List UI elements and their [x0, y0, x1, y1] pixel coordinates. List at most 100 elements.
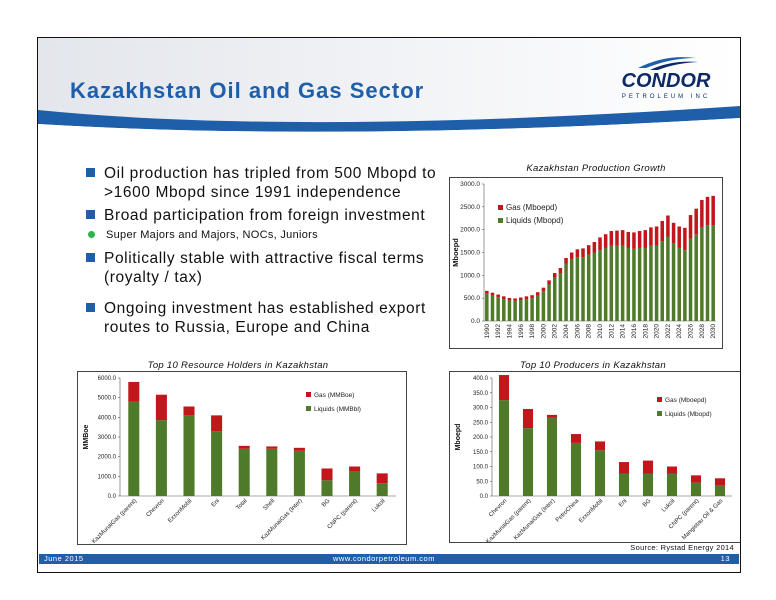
y-tick-label: 4000.0	[98, 415, 117, 421]
bar-liquids	[666, 236, 670, 321]
bar-liquids	[683, 250, 687, 321]
bar-gas	[211, 415, 223, 432]
y-tick-label: 0.0	[471, 318, 480, 325]
bar-gas	[690, 475, 702, 483]
y-tick-label: 1500.0	[460, 250, 480, 257]
x-tick-label: 1990	[484, 324, 491, 339]
legend-label: Gas (MMBoe)	[314, 392, 354, 399]
footer-url[interactable]: www.condorpetroleum.com	[333, 554, 435, 563]
x-tick-label: PetroChina	[555, 498, 581, 524]
bar-gas	[683, 227, 687, 251]
condor-logo: CONDOR PETROLEUM INC	[616, 52, 716, 112]
bar-liquids	[660, 241, 664, 321]
bar-gas	[530, 295, 534, 299]
bar-gas	[714, 478, 726, 486]
y-tick-label: 500.0	[464, 295, 481, 302]
bar-gas	[564, 257, 568, 264]
x-tick-label: 2030	[710, 324, 717, 339]
bar-liquids	[507, 300, 512, 321]
y-tick-label: 50.0	[476, 479, 488, 485]
x-tick-label: BG	[321, 498, 332, 509]
bar-gas	[321, 468, 333, 481]
legend-swatch	[498, 218, 503, 223]
bar-liquids	[155, 420, 167, 496]
x-tick-label: 1996	[518, 324, 525, 339]
bar-gas	[626, 231, 631, 248]
bar-liquids	[490, 295, 495, 321]
bar-gas	[586, 245, 591, 255]
bar-gas	[266, 446, 278, 449]
x-tick-label: Total	[235, 498, 248, 511]
bar-liquids	[637, 247, 642, 321]
y-tick-label: 1000.0	[460, 272, 480, 279]
y-tick-label: 150.0	[473, 450, 489, 456]
bar-gas	[238, 445, 250, 449]
legend-swatch	[306, 406, 311, 411]
bar-gas	[513, 298, 517, 301]
bar-liquids	[618, 473, 630, 496]
bar-gas	[558, 268, 563, 274]
bar-liquids	[376, 483, 388, 496]
bar-gas	[183, 406, 195, 416]
bar-liquids	[598, 250, 602, 321]
x-tick-label: 2008	[586, 324, 593, 339]
bar-gas	[485, 290, 489, 294]
bar-liquids	[714, 485, 726, 496]
bar-liquids	[211, 431, 223, 496]
x-tick-label: 1992	[495, 324, 502, 339]
y-tick-label: 2000.0	[460, 227, 480, 234]
bar-gas	[293, 447, 305, 451]
bullet-item: Broad participation from foreign investm…	[84, 206, 454, 225]
bar-gas	[666, 466, 678, 474]
bar-liquids	[654, 245, 659, 321]
footer-bar	[39, 554, 739, 564]
x-tick-label: BG	[642, 498, 653, 509]
x-tick-label: 1998	[529, 324, 536, 339]
x-tick-label: CNPC (parent)	[327, 498, 359, 530]
bar-liquids	[183, 415, 195, 496]
bar-gas	[705, 196, 710, 226]
bar-gas	[349, 466, 361, 472]
bar-gas	[522, 408, 534, 429]
bar-liquids	[677, 247, 681, 321]
x-tick-label: Eni	[618, 498, 628, 508]
x-tick-label: 2016	[631, 324, 638, 339]
bar-gas	[618, 462, 630, 474]
bar-gas	[654, 226, 659, 246]
y-tick-label: 350.0	[473, 391, 489, 397]
y-tick-label: 300.0	[473, 406, 489, 412]
bar-gas	[519, 297, 523, 300]
bar-gas	[541, 287, 546, 292]
bar-gas	[592, 241, 597, 253]
x-tick-label: 2024	[676, 324, 683, 339]
x-tick-label: Lukoil	[371, 498, 386, 513]
bar-gas	[615, 230, 619, 246]
bar-liquids	[128, 401, 140, 496]
bar-liquids	[569, 259, 574, 321]
y-tick-label: 250.0	[473, 420, 489, 426]
header-background	[38, 38, 740, 133]
production-chart: 0.0 500.0 1000.0 1500.0 2000.0 2500.0 3000.0 Mb…	[449, 177, 723, 349]
x-tick-label: KazMunaiGas (Inter)	[513, 498, 556, 541]
bar-liquids	[547, 284, 551, 321]
bar-liquids	[649, 245, 653, 321]
bar-gas	[632, 232, 636, 249]
legend-label: Liquids (Mbopd)	[506, 216, 564, 225]
bar-gas	[569, 252, 574, 260]
bullet-list: Oil production has tripled from 500 Mbop…	[84, 164, 454, 341]
bar-gas	[546, 414, 558, 418]
bar-gas	[490, 292, 495, 296]
production-chart-title: Kazakhstan Production Growth	[526, 163, 666, 174]
bar-liquids	[690, 482, 702, 496]
bar-liquids	[485, 293, 489, 321]
bar-liquids	[705, 225, 710, 321]
bar-gas	[677, 226, 681, 248]
logo-wordmark: CONDOR	[621, 70, 711, 92]
x-tick-label: 2004	[563, 324, 570, 339]
x-tick-label: KazMunaiGas (parent)	[91, 498, 138, 544]
x-tick-label: 1994	[506, 324, 513, 339]
bar-liquids	[632, 248, 636, 321]
bullet-item: Politically stable with attractive fisca…	[84, 249, 454, 287]
x-tick-label: Shell	[263, 498, 277, 512]
y-tick-label: 3000.0	[460, 181, 480, 188]
